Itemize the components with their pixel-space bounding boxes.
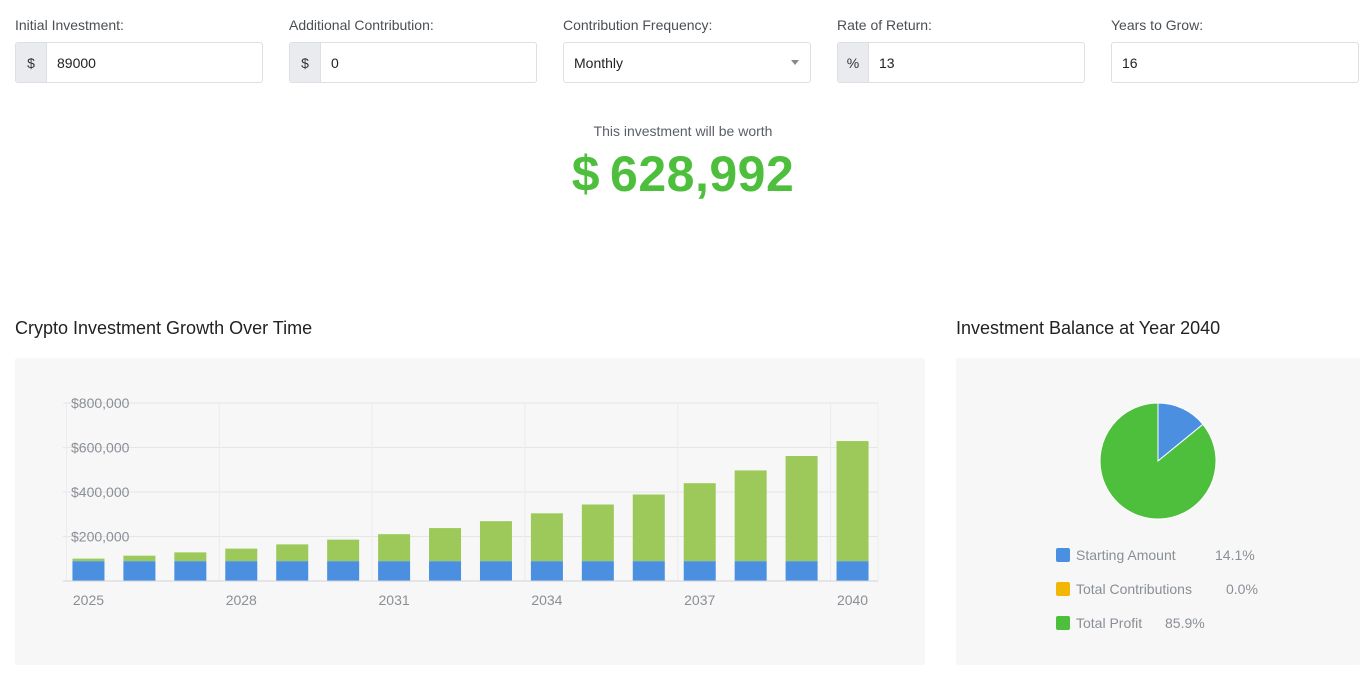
bar-profit: [581, 504, 614, 562]
bar-starting: [785, 561, 818, 581]
bar-profit: [734, 470, 767, 562]
initial-investment-input[interactable]: $ 89000: [15, 42, 263, 83]
y-tick-label: $600,000: [71, 440, 130, 456]
x-tick-label: 2040: [837, 592, 868, 608]
initial-investment-label: Initial Investment:: [15, 17, 124, 33]
legend-label: Total Profit: [1076, 615, 1143, 631]
bar-starting: [225, 561, 258, 581]
result-value: $628,992: [0, 146, 1366, 202]
chevron-down-icon[interactable]: [780, 43, 810, 82]
bar-profit: [632, 494, 665, 562]
bar-starting: [581, 561, 614, 581]
additional-contribution-input[interactable]: $ 0: [289, 42, 537, 83]
x-tick-label: 2037: [684, 592, 715, 608]
additional-contribution-value[interactable]: 0: [331, 54, 339, 71]
growth-chart-title: Crypto Investment Growth Over Time: [15, 318, 313, 338]
balance-chart-panel: Starting Amount 14.1% Total Contribution…: [956, 358, 1360, 665]
legend-label: Starting Amount: [1076, 547, 1176, 563]
legend-value: 0.0%: [1226, 581, 1258, 597]
pie-legend: Starting Amount 14.1% Total Contribution…: [1056, 538, 1316, 640]
bar-profit: [836, 441, 869, 562]
result-summary: This investment will be worth $628,992: [0, 122, 1366, 202]
bar-profit: [429, 528, 462, 562]
bar-profit: [785, 455, 818, 562]
bar-profit: [123, 555, 156, 562]
rate-of-return-label: Rate of Return:: [837, 17, 932, 33]
initial-investment-value[interactable]: 89000: [57, 54, 96, 71]
dollar-prefix: $: [16, 43, 47, 82]
result-amount: 628,992: [610, 146, 795, 202]
bar-profit: [174, 552, 207, 562]
dollar-prefix: $: [290, 43, 321, 82]
rate-of-return-input[interactable]: % 13: [837, 42, 1085, 83]
contribution-frequency-value[interactable]: Monthly: [574, 54, 624, 71]
bar-profit: [327, 539, 360, 562]
legend-item-total-profit[interactable]: Total Profit 85.9%: [1056, 606, 1316, 640]
additional-contribution-label: Additional Contribution:: [289, 17, 434, 33]
bar-starting: [174, 561, 207, 581]
pie-slice-starting: [1157, 402, 1204, 463]
years-to-grow-label: Years to Grow:: [1111, 17, 1204, 33]
bar-starting: [378, 561, 411, 581]
contribution-frequency-select[interactable]: Monthly: [563, 42, 811, 83]
balance-pie-chart: [1099, 402, 1217, 520]
y-tick-label: $200,000: [71, 529, 130, 545]
bar-starting: [683, 561, 716, 581]
x-tick-label: 2028: [226, 592, 257, 608]
bar-profit: [72, 558, 105, 562]
bar-starting: [429, 561, 462, 581]
y-tick-label: $800,000: [71, 395, 130, 411]
y-tick-label: $400,000: [71, 484, 130, 500]
bar-starting: [632, 561, 665, 581]
x-tick-label: 2034: [531, 592, 562, 608]
legend-swatch-contributions: [1056, 582, 1070, 596]
balance-chart-title: Investment Balance at Year 2040: [956, 318, 1221, 338]
bar-starting: [530, 561, 563, 581]
contribution-frequency-label: Contribution Frequency:: [563, 17, 713, 33]
bar-profit: [225, 548, 258, 562]
contribution-frequency-field: Contribution Frequency: Monthly: [563, 16, 811, 83]
bar-starting: [836, 561, 869, 581]
legend-label: Total Contributions: [1076, 581, 1192, 597]
legend-item-starting-amount[interactable]: Starting Amount 14.1%: [1056, 538, 1316, 572]
legend-swatch-profit: [1056, 616, 1070, 630]
bar-profit: [276, 544, 309, 562]
rate-of-return-field: Rate of Return: % 13: [837, 16, 1085, 83]
percent-prefix: %: [838, 43, 869, 82]
legend-item-total-contributions[interactable]: Total Contributions 0.0%: [1056, 572, 1316, 606]
bar-profit: [683, 483, 716, 562]
bar-starting: [72, 561, 105, 581]
years-to-grow-field: Years to Grow: 16: [1111, 16, 1359, 83]
additional-contribution-field: Additional Contribution: $ 0: [289, 16, 537, 83]
bar-starting: [327, 561, 360, 581]
years-to-grow-value[interactable]: 16: [1122, 54, 1138, 71]
legend-value: 14.1%: [1215, 547, 1255, 563]
bar-profit: [378, 534, 411, 562]
rate-of-return-value[interactable]: 13: [879, 54, 895, 71]
bar-starting: [479, 561, 512, 581]
bar-profit: [479, 521, 512, 562]
growth-chart-panel: $800,000 $600,000 $400,000 $200,000 2025 2028…: [15, 358, 925, 665]
x-tick-label: 2025: [73, 592, 104, 608]
initial-investment-field: Initial Investment: $ 89000: [15, 16, 263, 83]
bar-starting: [276, 561, 309, 581]
bar-starting: [123, 561, 156, 581]
legend-value: 85.9%: [1165, 615, 1205, 631]
legend-swatch-starting: [1056, 548, 1070, 562]
result-caption: This investment will be worth: [593, 123, 773, 139]
pie-slice-profit: [1099, 402, 1217, 520]
bar-starting: [734, 561, 767, 581]
x-tick-label: 2031: [379, 592, 410, 608]
years-to-grow-input[interactable]: 16: [1111, 42, 1359, 83]
result-currency: $: [571, 146, 601, 202]
growth-bar-chart: $800,000 $600,000 $400,000 $200,000 2025 2028…: [63, 395, 879, 608]
bar-profit: [530, 513, 563, 562]
